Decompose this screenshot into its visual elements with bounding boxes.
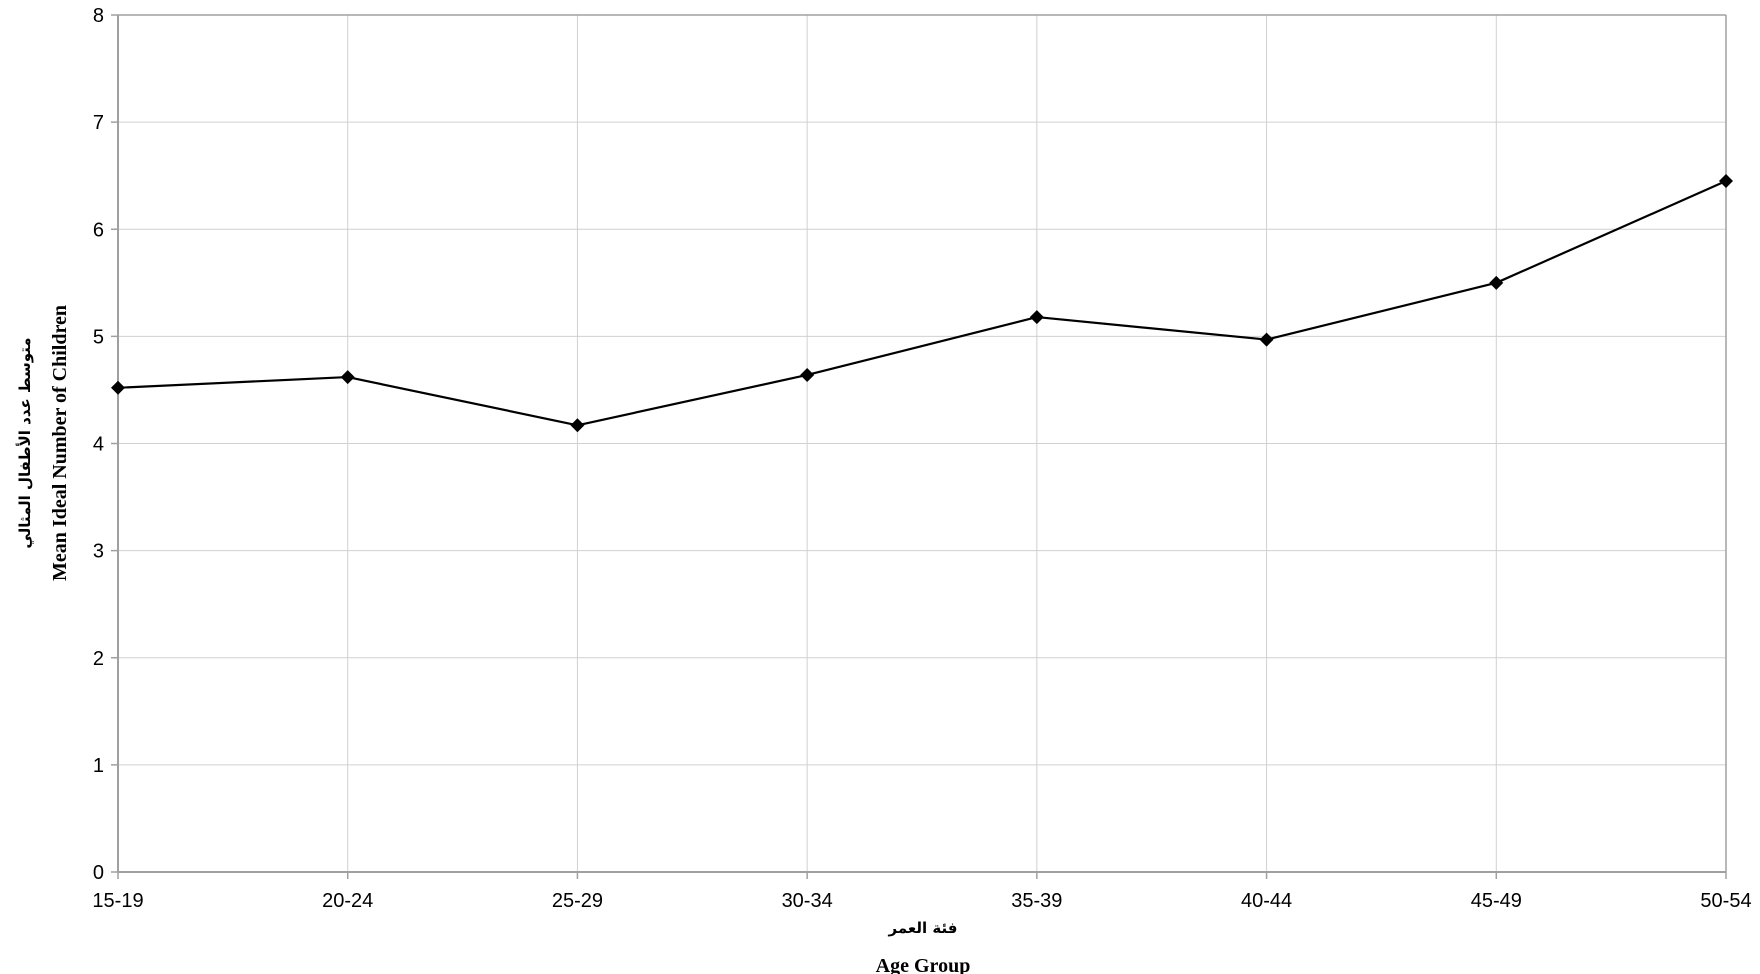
data-point-diamond-icon [800,367,815,382]
data-point-diamond-icon [1489,275,1504,290]
y-axis-title-arabic: متوسط عدد الأطفال المثالي [16,337,34,548]
data-point-diamond-icon [1259,332,1274,347]
x-axis-title-arabic: فئة العمر [888,919,958,937]
y-tick-label: 7 [93,112,104,134]
series-line [117,180,1727,427]
tick-labels: 0 1 2 3 4 5 6 7 8 15-19 20-24 25-29 30-34 35-39 40-44 4… [92,5,1751,912]
y-tick-label: 5 [93,326,104,348]
x-tick-label: 40-44 [1241,890,1292,912]
y-axis-title: Mean Ideal Number of Children [49,305,71,581]
series-layer [111,174,1733,433]
data-point-diamond-icon [1719,174,1733,189]
x-tick-label: 25-29 [552,890,603,912]
x-tick-label: 45-49 [1471,890,1522,912]
data-point-diamond-icon [570,418,585,433]
y-tick-label: 1 [93,755,104,777]
y-tick-label: 4 [93,434,104,456]
gridlines [118,14,1727,872]
y-tick-label: 3 [93,541,104,563]
data-point-diamond-icon [340,370,355,385]
x-tick-label: 35-39 [1011,890,1062,912]
x-tick-label: 30-34 [782,890,833,912]
data-point-diamond-icon [111,380,125,395]
axes [111,14,1727,879]
x-tick-label: 15-19 [92,890,143,912]
x-tick-label: 20-24 [322,890,373,912]
y-tick-label: 8 [93,5,104,27]
x-tick-label: 50-54 [1700,890,1751,912]
x-axis-title: Age Group [876,955,971,974]
data-point-diamond-icon [1029,310,1044,325]
y-tick-label: 6 [93,219,104,241]
y-tick-label: 2 [93,648,104,670]
y-tick-label: 0 [93,862,104,884]
